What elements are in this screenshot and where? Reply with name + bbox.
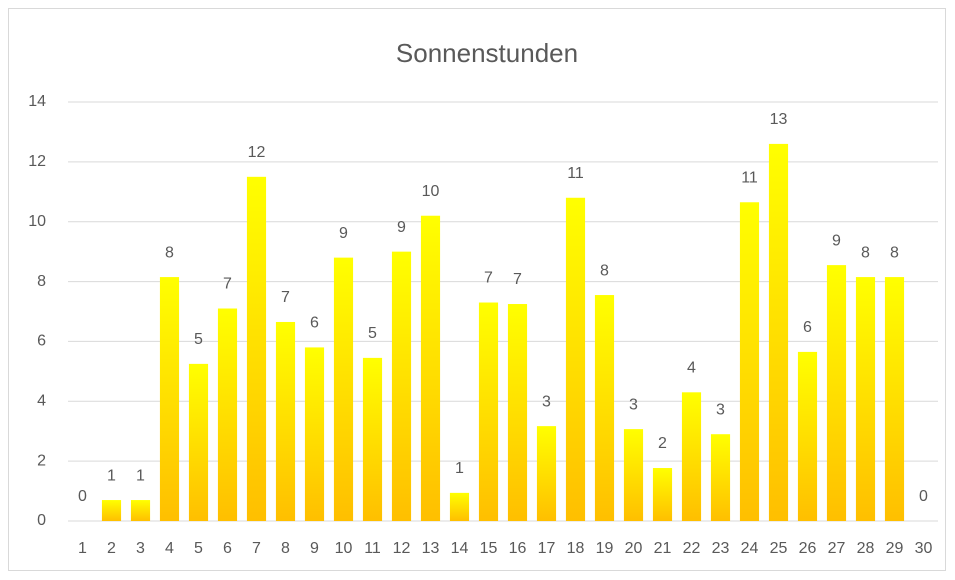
x-tick-label: 23 — [712, 540, 730, 557]
bar — [652, 468, 673, 521]
bar — [188, 363, 209, 521]
y-tick-label: 4 — [37, 393, 46, 410]
data-label: 3 — [629, 396, 638, 413]
x-tick-label: 4 — [165, 540, 174, 557]
bar — [478, 302, 499, 521]
bar — [391, 251, 412, 521]
y-tick-label: 14 — [28, 93, 46, 110]
data-label: 8 — [600, 262, 609, 279]
x-tick-label: 6 — [223, 540, 232, 557]
bar — [507, 304, 528, 521]
x-tick-label: 22 — [683, 540, 701, 557]
bar — [681, 392, 702, 521]
x-tick-label: 5 — [194, 540, 203, 557]
data-label: 7 — [223, 276, 232, 293]
x-tick-label: 27 — [828, 540, 846, 557]
data-label: 1 — [136, 467, 145, 484]
bar — [884, 277, 905, 521]
bar — [333, 257, 354, 521]
data-label: 9 — [339, 225, 348, 242]
data-label: 3 — [716, 401, 725, 418]
bar — [623, 429, 644, 521]
x-tick-label: 1 — [78, 540, 87, 557]
data-label: 3 — [542, 393, 551, 410]
data-label: 0 — [919, 488, 928, 505]
data-label: 11 — [567, 165, 584, 182]
x-tick-label: 29 — [886, 540, 904, 557]
x-tick-label: 10 — [335, 540, 353, 557]
x-tick-label: 7 — [252, 540, 261, 557]
x-tick-label: 13 — [422, 540, 440, 557]
bar — [739, 202, 760, 521]
x-tick-label: 12 — [393, 540, 411, 557]
data-label: 5 — [194, 331, 203, 348]
data-label: 7 — [484, 270, 493, 287]
bar — [594, 295, 615, 521]
data-label: 8 — [890, 244, 899, 261]
x-tick-label: 26 — [799, 540, 817, 557]
bar — [159, 277, 180, 521]
x-tick-label: 28 — [857, 540, 875, 557]
data-label: 7 — [513, 271, 522, 288]
x-tick-label: 19 — [596, 540, 614, 557]
data-label: 13 — [770, 111, 788, 128]
bar — [246, 176, 267, 522]
bar — [826, 265, 847, 521]
bar — [275, 321, 296, 521]
data-label: 7 — [281, 289, 290, 306]
bar — [101, 500, 122, 521]
bar — [536, 426, 557, 521]
data-label: 4 — [687, 360, 696, 377]
x-tick-label: 14 — [451, 540, 469, 557]
x-tick-label: 8 — [281, 540, 290, 557]
data-label: 8 — [861, 244, 870, 261]
x-tick-label: 21 — [654, 540, 672, 557]
x-tick-label: 16 — [509, 540, 527, 557]
bar — [768, 143, 789, 521]
y-tick-label: 6 — [37, 333, 46, 350]
y-tick-label: 8 — [37, 273, 46, 290]
bar — [710, 434, 731, 521]
x-tick-label: 25 — [770, 540, 788, 557]
data-label: 8 — [165, 244, 174, 261]
data-label: 9 — [397, 219, 406, 236]
y-tick-label: 12 — [28, 153, 46, 170]
bar — [855, 277, 876, 521]
x-tick-label: 3 — [136, 540, 145, 557]
bar — [304, 347, 325, 521]
data-label: 9 — [832, 232, 841, 249]
data-label: 1 — [107, 467, 116, 484]
x-tick-label: 2 — [107, 540, 116, 557]
data-label: 12 — [248, 144, 266, 161]
y-tick-label: 2 — [37, 452, 46, 469]
bar — [420, 215, 441, 521]
x-tick-label: 18 — [567, 540, 585, 557]
data-label: 2 — [658, 435, 667, 452]
bar — [130, 500, 151, 521]
data-label: 10 — [422, 183, 440, 200]
x-tick-label: 11 — [364, 540, 381, 557]
x-tick-label: 30 — [915, 540, 933, 557]
data-label: 6 — [310, 315, 319, 332]
bar — [449, 492, 470, 521]
data-label: 5 — [368, 325, 377, 342]
data-label: 6 — [803, 319, 812, 336]
x-tick-label: 20 — [625, 540, 643, 557]
bar — [565, 197, 586, 521]
data-label: 11 — [741, 169, 758, 186]
y-tick-label: 0 — [37, 512, 46, 529]
data-label: 0 — [78, 488, 87, 505]
bar — [217, 308, 238, 521]
y-tick-label: 10 — [28, 213, 46, 230]
x-tick-label: 17 — [538, 540, 556, 557]
chart-title: Sonnenstunden — [396, 38, 578, 68]
x-tick-label: 9 — [310, 540, 319, 557]
x-tick-label: 24 — [741, 540, 759, 557]
x-tick-label: 15 — [480, 540, 498, 557]
data-label: 1 — [455, 460, 464, 477]
bar — [362, 357, 383, 521]
bar — [797, 351, 818, 521]
